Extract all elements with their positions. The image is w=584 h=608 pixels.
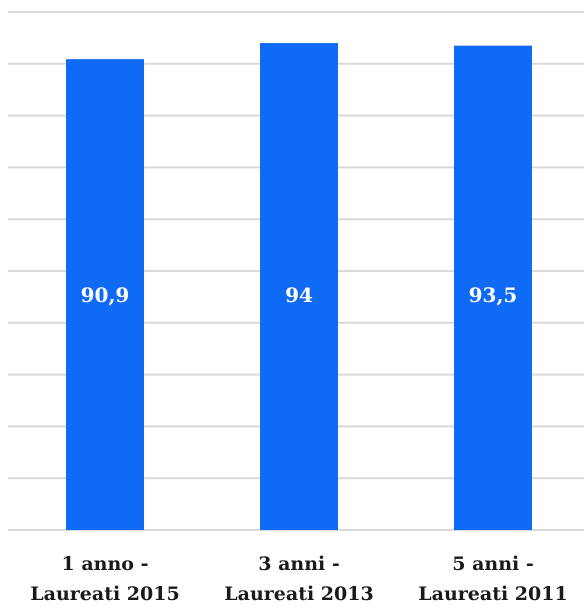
bar <box>454 45 532 531</box>
category-label: Laureati 2011 <box>418 583 567 605</box>
data-label: 93,5 <box>469 283 518 307</box>
data-label: 94 <box>285 283 313 307</box>
category-label: 1 anno - <box>62 553 149 575</box>
bar <box>260 43 338 530</box>
bar <box>66 59 144 530</box>
category-labels: 1 anno - Laureati 2015 3 anni - Laureati 20… <box>30 553 567 605</box>
data-label: 90,9 <box>81 283 130 307</box>
category-label: Laureati 2013 <box>224 583 373 605</box>
bars <box>66 43 532 531</box>
category-label: 5 anni - <box>452 553 534 575</box>
data-labels: 90,9 94 93,5 <box>81 283 518 307</box>
category-label: 3 anni - <box>258 553 340 575</box>
category-label: Laureati 2015 <box>30 583 179 605</box>
